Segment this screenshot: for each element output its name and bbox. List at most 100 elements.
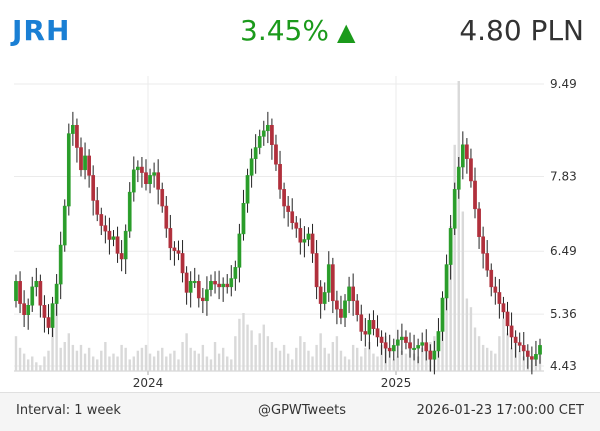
volume-bar [266,336,270,371]
volume-bar [522,356,525,371]
candle-body [14,281,18,302]
volume-bar [169,353,172,371]
candle-body [123,230,128,260]
candle-body [339,308,343,318]
candle-body [26,305,31,315]
candle-body [152,172,156,176]
volume-bar [473,327,477,371]
volume-bar [26,359,30,371]
candle-body [42,305,47,318]
candle-body [355,300,360,315]
candle-body [420,342,425,346]
candle-body [456,166,461,190]
volume-bar [189,347,192,371]
candle-body [432,350,437,360]
candle-body [314,253,319,288]
candle-body [302,239,307,243]
volume-bar [100,350,103,371]
volume-bar [63,342,66,371]
candle-body [229,278,234,288]
candle-body [379,336,384,343]
candle-body [326,264,331,293]
volume-bar [408,344,412,371]
candle-body [351,286,355,302]
candle-body [225,283,230,288]
candle-body [469,158,473,182]
candle-body [188,281,193,293]
candle-body [54,283,59,304]
candle-body [408,342,412,349]
candle-body [46,317,51,328]
volume-bar [87,347,91,371]
volume-bar [132,356,135,371]
volume-bar [364,347,367,371]
volume-bar [425,350,428,371]
candle-body [119,253,124,260]
volume-bar [502,318,505,371]
candle-body [115,236,120,254]
volume-bar [392,359,395,371]
x-tick-label: 2025 [381,376,412,390]
volume-bar [43,356,46,371]
candle-body [111,236,116,240]
volume-bar [461,211,465,371]
volume-bar [412,353,416,371]
candle-body [221,283,226,288]
candle-body [416,345,420,349]
candle-body [18,281,22,304]
candle-body [460,144,465,168]
volume-bar [96,359,99,371]
candle-body [387,347,392,352]
interval-label: Interval: 1 week [16,403,121,418]
volume-bar [51,327,54,371]
candle-body [245,175,250,204]
volume-bar [108,356,111,371]
y-tick-label: 7.83 [550,170,577,184]
candle-body [164,205,169,229]
candle-body [136,166,140,171]
candle-body [286,205,291,212]
candle-body [148,175,152,185]
volume-bar [55,295,58,371]
candle-body [241,203,246,235]
volume-bar [197,353,200,371]
candle-body [383,342,388,349]
volume-bar [494,353,497,371]
candle-body [282,189,286,207]
candle-body [505,311,510,327]
x-tick-label: 2024 [133,376,164,390]
volume-bar [506,333,509,371]
volume-bar [518,350,521,371]
candle-body [538,345,542,355]
candle-body [343,300,347,318]
candle-body [192,281,197,284]
candle-body [168,228,173,249]
volume-bar [368,342,371,371]
candle-body [217,283,221,288]
footer: Interval: 1 week @GPWTweets 2026-01-23 1… [0,392,600,431]
candle-body [58,244,63,285]
volume-bar [120,344,123,371]
candle-body [404,336,408,343]
volume-bar [201,344,205,371]
volume-bar [144,344,148,371]
candle-body [205,289,209,302]
timestamp-label: 2026-01-23 17:00:00 CET [416,403,584,418]
candle-body [62,205,67,246]
volume-bar [213,342,217,371]
candle-body [209,281,213,290]
candle-body [265,124,270,132]
volume-bar [388,347,391,371]
volume-bar [161,347,164,371]
candle-body [75,124,79,148]
volume-bar [291,359,294,371]
volume-bar [185,333,188,371]
volume-bar [83,353,87,371]
candle-body [71,124,75,134]
volume-bar [148,353,152,371]
volume-bar [258,333,261,371]
candle-body [363,331,368,335]
ticker-symbol: JRH [12,14,71,47]
candle-body [322,292,327,304]
volume-bar [331,342,335,371]
